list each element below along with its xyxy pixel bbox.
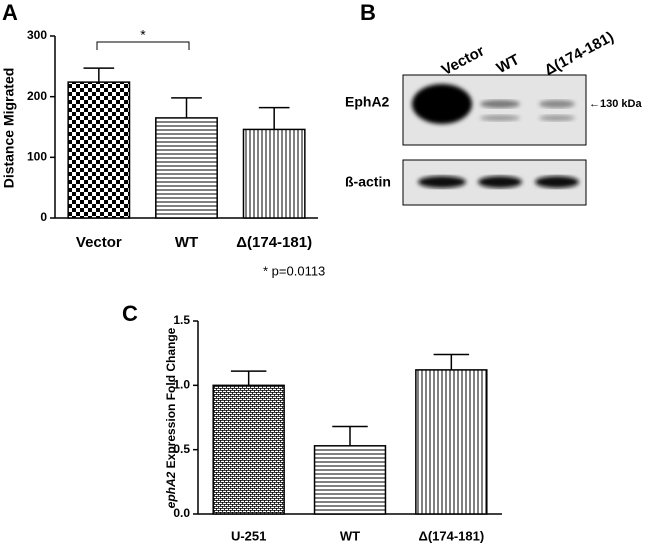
y-tick-label: 200	[27, 89, 47, 103]
band	[539, 100, 575, 108]
lane-label: WT	[494, 51, 523, 77]
lane-label: Δ(174-181)	[542, 28, 617, 79]
x-tick-label: Δ(174-181)	[418, 528, 484, 543]
band	[478, 176, 522, 188]
y-tick-label: 300	[27, 28, 47, 42]
band	[418, 176, 466, 188]
lane-label: Vector	[439, 42, 488, 79]
band	[539, 115, 575, 121]
panel-label: C	[122, 301, 138, 326]
band	[412, 84, 472, 124]
panel-label: A	[2, 0, 18, 25]
bar	[242, 128, 306, 219]
x-tick-label: Vector	[76, 234, 122, 251]
p-value-note: * p=0.0113	[263, 263, 325, 278]
y-axis-label: Distance Migrated	[1, 68, 17, 189]
row-label: ß-actin	[345, 174, 391, 190]
y-tick-label: 1.0	[173, 378, 190, 392]
y-tick-label: 100	[27, 150, 47, 164]
band	[480, 115, 520, 121]
y-tick-label: 0	[40, 210, 47, 224]
y-axis-label: ephA2 Expression Fold Change	[164, 327, 178, 508]
significance-star: *	[140, 27, 146, 43]
band	[535, 176, 579, 188]
bar	[313, 445, 387, 515]
y-axis-label-italic: ephA2	[164, 471, 178, 508]
bar	[212, 384, 285, 515]
panel-label: B	[360, 0, 376, 25]
row-label: EphA2	[345, 94, 390, 110]
bar	[415, 369, 488, 515]
x-tick-label: Δ(174-181)	[236, 234, 312, 251]
y-axis-label-rest: Expression Fold Change	[164, 327, 178, 468]
x-tick-label: WT	[340, 528, 360, 543]
significance-bracket	[96, 41, 190, 50]
y-tick-label: 0.0	[173, 506, 190, 520]
y-tick-label: 1.5	[173, 313, 190, 327]
y-tick-label: 0.5	[173, 442, 190, 456]
band	[480, 100, 520, 108]
x-tick-label: WT	[175, 234, 198, 251]
marker-label: ←130 kDa	[589, 98, 642, 110]
x-tick-label: U-251	[231, 528, 266, 543]
bar	[67, 81, 131, 219]
bar	[155, 117, 218, 219]
